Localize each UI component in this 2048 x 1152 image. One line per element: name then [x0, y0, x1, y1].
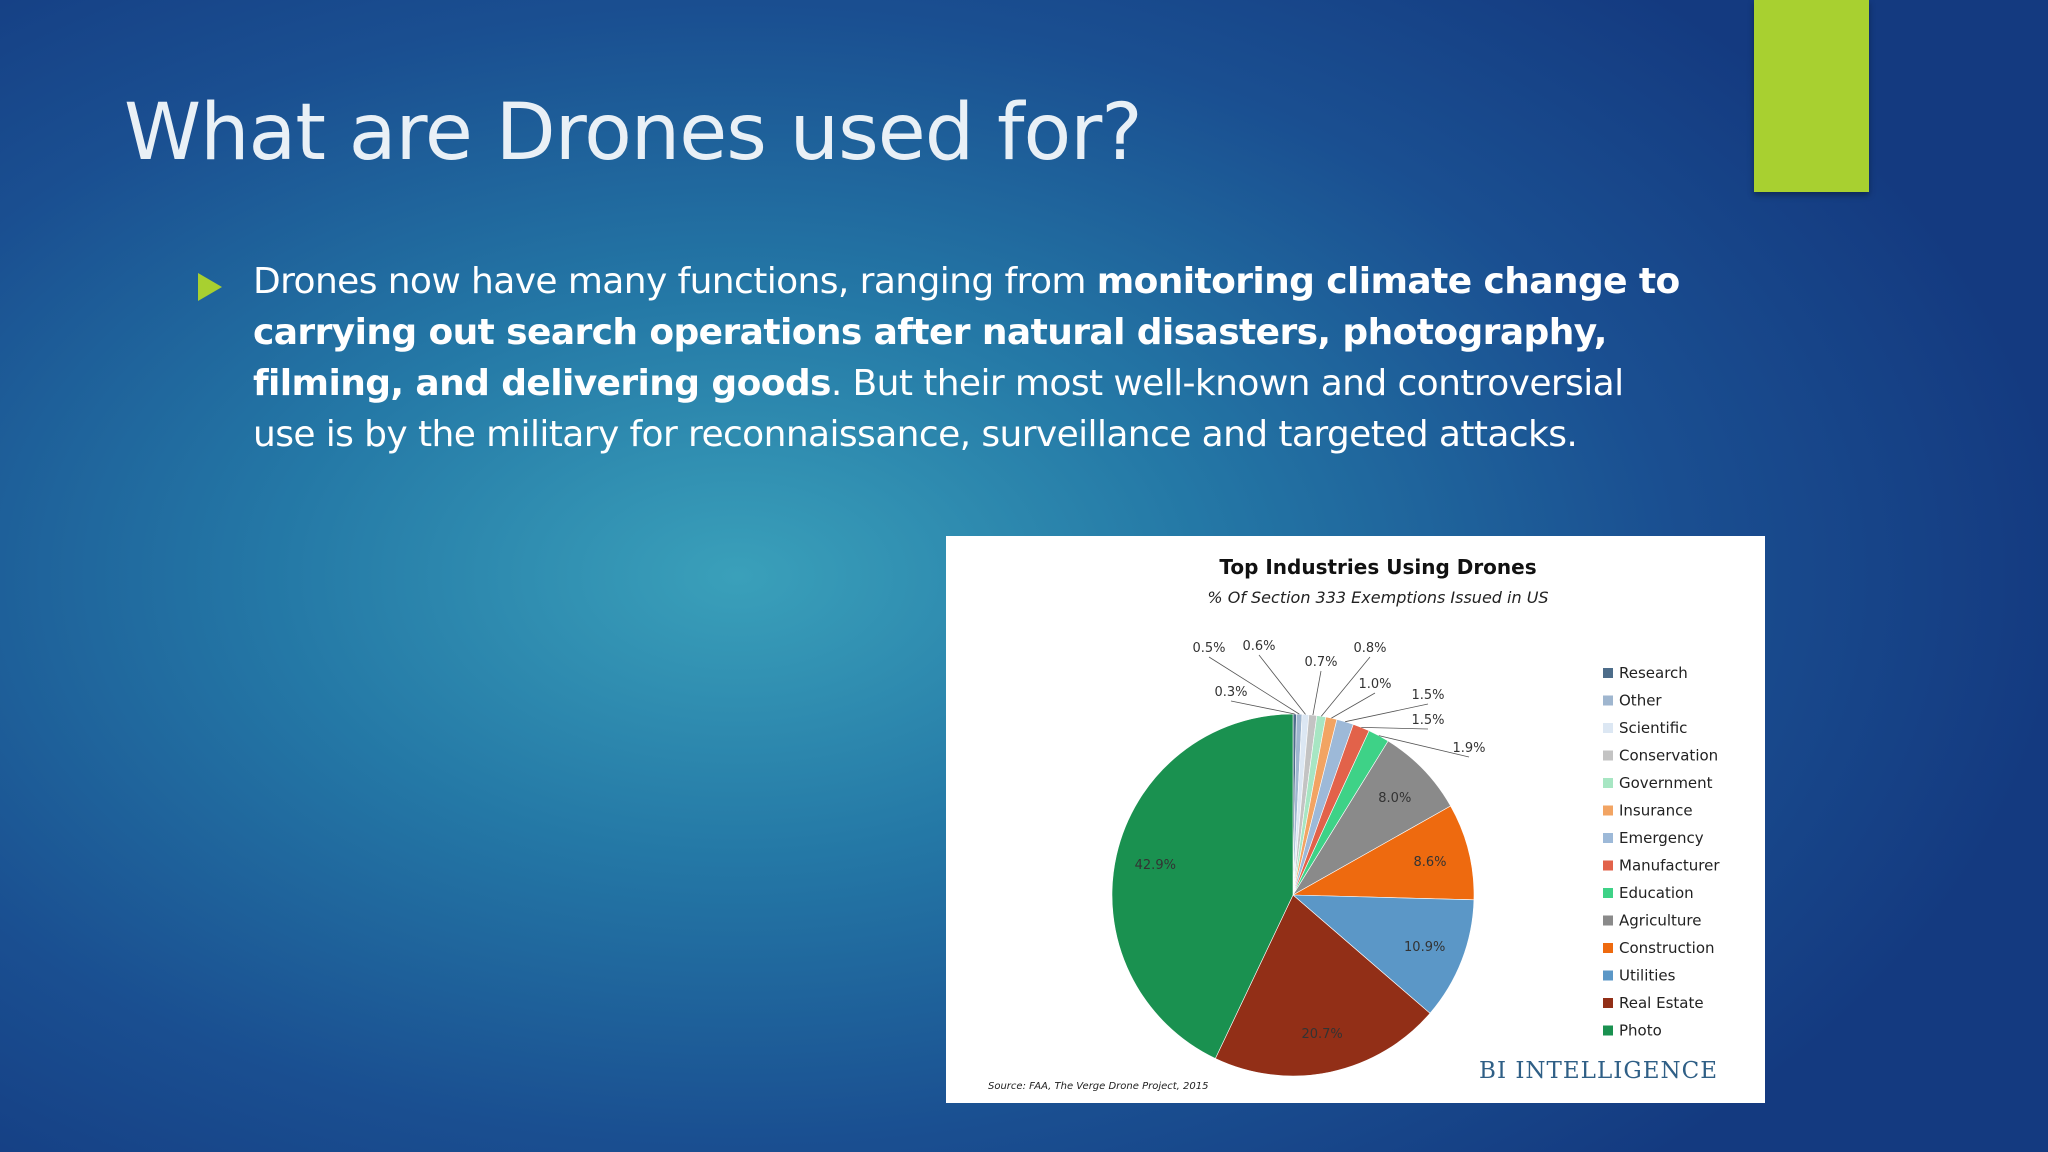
bullet-text: Drones now have many functions, ranging …: [253, 256, 1693, 460]
chart-title: Top Industries Using Drones: [1219, 555, 1536, 579]
legend-label-insurance: Insurance: [1619, 802, 1693, 820]
pie-slice-agriculture: [1292, 740, 1452, 896]
legend-label-research: Research: [1619, 664, 1688, 682]
data-label-other: 0.5%: [1192, 641, 1225, 656]
leader-line-conservation: [1312, 670, 1322, 716]
data-label-government: 0.8%: [1353, 641, 1386, 656]
pie-slice-utilities: [1292, 894, 1475, 1014]
pie-slice-real-estate: [1214, 894, 1431, 1077]
legend-swatch-utilities: [1603, 970, 1613, 981]
chart-legend: Research Other Scientific Conservation Gover…: [1603, 664, 1720, 1040]
legend-swatch-conservation: [1603, 750, 1613, 761]
legend-label-manufacturer: Manufacturer: [1619, 857, 1720, 875]
data-label-real-estate: 20.7%: [1301, 1027, 1342, 1042]
legend-swatch-education: [1603, 888, 1613, 898]
chart-subtitle: % Of Section 333 Exemptions Issued in US: [1207, 588, 1548, 607]
bullet-text-bold: monitoring climate change to carrying ou…: [253, 261, 1680, 404]
pie-leader-lines: [1208, 654, 1470, 758]
legend-swatch-government: [1603, 778, 1613, 788]
legend-label-agriculture: Agriculture: [1619, 912, 1702, 930]
leader-line-scientific: [1258, 654, 1306, 715]
legend-label-emergency: Emergency: [1619, 829, 1704, 847]
pie-data-labels: 0.3% 0.5% 0.6% 0.7% 0.8% 1.0% 1.5% 1.5% 1.9% 8.0%…: [1135, 639, 1486, 1042]
legend-label-photo: Photo: [1619, 1022, 1662, 1040]
pie-chart-image: Top Industries Using Drones % Of Section…: [946, 536, 1765, 1103]
legend-swatch-agriculture: [1603, 915, 1613, 926]
bullet-text-intro: Drones now have many functions, ranging …: [253, 261, 1097, 302]
data-label-construction: 8.6%: [1413, 855, 1446, 870]
bullet-arrow-icon: [198, 273, 222, 301]
leader-line-other: [1208, 656, 1300, 715]
legend-label-education: Education: [1619, 884, 1694, 902]
pie-slices: [1111, 713, 1475, 1077]
legend-label-conservation: Conservation: [1619, 747, 1718, 765]
legend-label-scientific: Scientific: [1619, 719, 1687, 737]
legend-label-utilities: Utilities: [1619, 967, 1676, 985]
legend-swatch-scientific: [1603, 723, 1613, 733]
data-label-insurance: 1.0%: [1358, 677, 1391, 692]
data-label-education: 1.9%: [1452, 741, 1485, 756]
data-label-research: 0.3%: [1214, 685, 1247, 700]
leader-line-emergency: [1345, 703, 1429, 723]
bullet-text-outro: . But their most well-known and controve…: [253, 363, 1624, 455]
accent-bar: [1754, 0, 1869, 192]
leader-line-government: [1320, 656, 1371, 717]
legend-swatch-insurance: [1603, 805, 1613, 816]
data-label-scientific: 0.6%: [1242, 639, 1275, 654]
data-label-photo: 42.9%: [1135, 858, 1176, 873]
legend-swatch-research: [1603, 668, 1613, 678]
data-label-conservation: 0.7%: [1304, 655, 1337, 670]
legend-swatch-manufacturer: [1603, 860, 1613, 871]
pie-chart: Top Industries Using Drones % Of Section…: [988, 555, 1720, 1092]
pie-slice-photo: [1111, 713, 1294, 1059]
leader-line-manufacturer: [1361, 727, 1429, 730]
data-label-emergency: 1.5%: [1411, 688, 1444, 703]
legend-label-other: Other: [1619, 692, 1662, 710]
leader-line-insurance: [1331, 692, 1376, 719]
legend-swatch-real-estate: [1603, 998, 1613, 1008]
legend-label-construction: Construction: [1619, 939, 1715, 957]
legend-swatch-photo: [1603, 1025, 1613, 1036]
legend-label-real-estate: Real Estate: [1619, 994, 1704, 1012]
data-label-agriculture: 8.0%: [1378, 791, 1411, 806]
leader-line-research: [1230, 700, 1295, 715]
chart-brand: BI INTELLIGENCE: [1479, 1058, 1718, 1084]
legend-swatch-other: [1603, 695, 1613, 706]
legend-swatch-construction: [1603, 943, 1613, 953]
pie-slice-construction: [1291, 805, 1475, 901]
slide-title: What are Drones used for?: [124, 88, 1143, 178]
data-label-manufacturer: 1.5%: [1411, 713, 1444, 728]
data-label-utilities: 10.9%: [1404, 940, 1445, 955]
legend-swatch-emergency: [1603, 833, 1613, 843]
chart-source: Source: FAA, The Verge Drone Project, 20…: [988, 1081, 1209, 1092]
leader-line-education: [1378, 735, 1470, 758]
legend-label-government: Government: [1619, 774, 1713, 792]
